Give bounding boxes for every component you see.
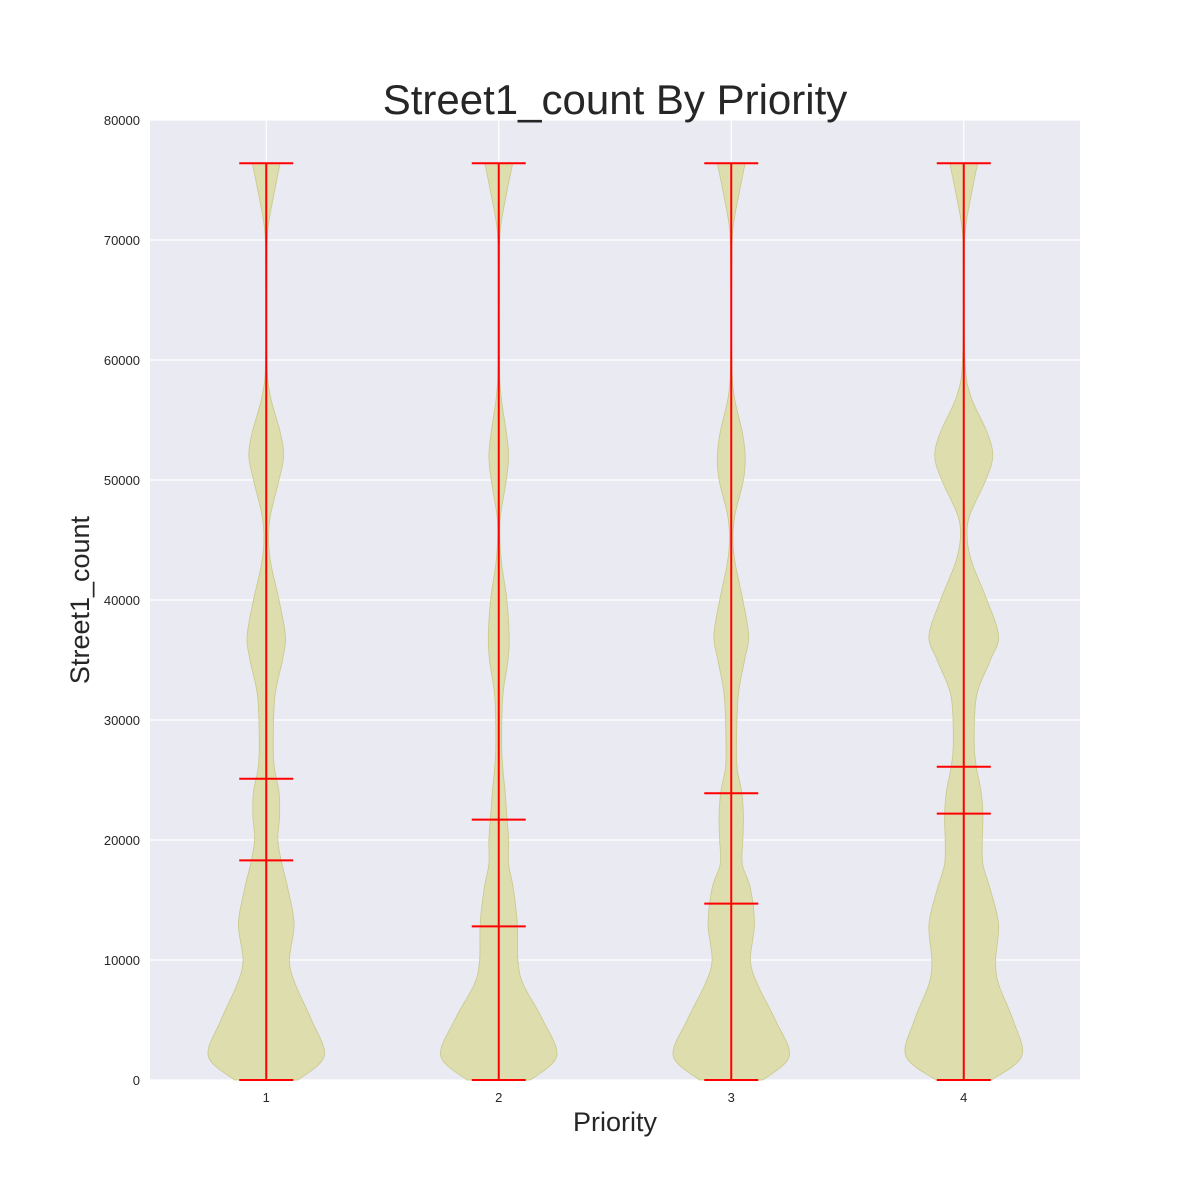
chart-title: Street1_count By Priority <box>383 76 848 123</box>
y-tick-label: 0 <box>133 1073 140 1088</box>
y-tick-label: 80000 <box>104 113 140 128</box>
y-tick-label: 60000 <box>104 353 140 368</box>
y-tick-label: 70000 <box>104 233 140 248</box>
x-axis-label: Priority <box>573 1107 658 1137</box>
x-tick-label: 3 <box>728 1090 735 1105</box>
y-tick-label: 50000 <box>104 473 140 488</box>
y-tick-label: 10000 <box>104 953 140 968</box>
x-axis-ticks: 1 2 3 4 <box>263 1090 968 1105</box>
y-tick-label: 20000 <box>104 833 140 848</box>
violin-stat-lines <box>239 162 991 1081</box>
x-tick-label: 1 <box>263 1090 270 1105</box>
x-tick-label: 2 <box>495 1090 502 1105</box>
y-tick-label: 30000 <box>104 713 140 728</box>
y-axis-label: Street1_count <box>65 515 95 684</box>
x-tick-label: 4 <box>960 1090 967 1105</box>
y-axis-ticks: 0 10000 20000 30000 40000 50000 60000 70000 8000… <box>104 113 140 1088</box>
y-tick-label: 40000 <box>104 593 140 608</box>
